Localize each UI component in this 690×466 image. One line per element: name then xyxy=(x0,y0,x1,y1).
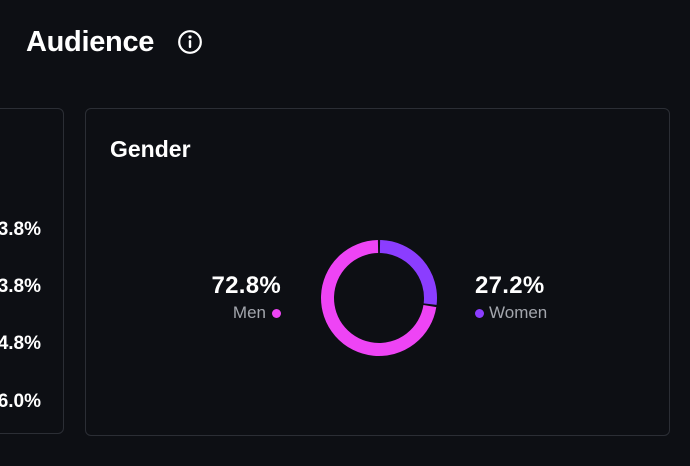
men-stat: 72.8% Men xyxy=(211,272,281,323)
stat-value: 3.8% xyxy=(0,276,41,297)
gender-card-title: Gender xyxy=(110,136,191,162)
stat-value: 6.0% xyxy=(0,391,41,412)
gender-card: Gender 72.8% Men 27.2% Women xyxy=(85,108,670,436)
women-percentage-label: 27.2% xyxy=(475,272,545,299)
page-title: Audience xyxy=(26,26,155,58)
men-slice xyxy=(321,240,437,356)
women-legend-dot xyxy=(475,308,484,318)
info-icon[interactable] xyxy=(177,29,203,55)
men-legend-dot xyxy=(272,308,281,318)
men-percentage-label: 72.8% xyxy=(211,272,281,299)
women-legend-label: Women xyxy=(489,303,548,322)
women-stat: 27.2% Women xyxy=(475,272,547,323)
gender-donut-chart xyxy=(321,240,437,356)
women-slice xyxy=(379,240,437,305)
left-stat-card: 3.8% 3.8% 4.8% 6.0% xyxy=(0,108,64,434)
stat-value: 4.8% xyxy=(0,333,41,354)
men-legend-label: Men xyxy=(232,303,266,322)
men-legend: Men xyxy=(211,303,281,323)
women-legend: Women xyxy=(475,303,547,323)
stat-value: 3.8% xyxy=(0,219,41,240)
